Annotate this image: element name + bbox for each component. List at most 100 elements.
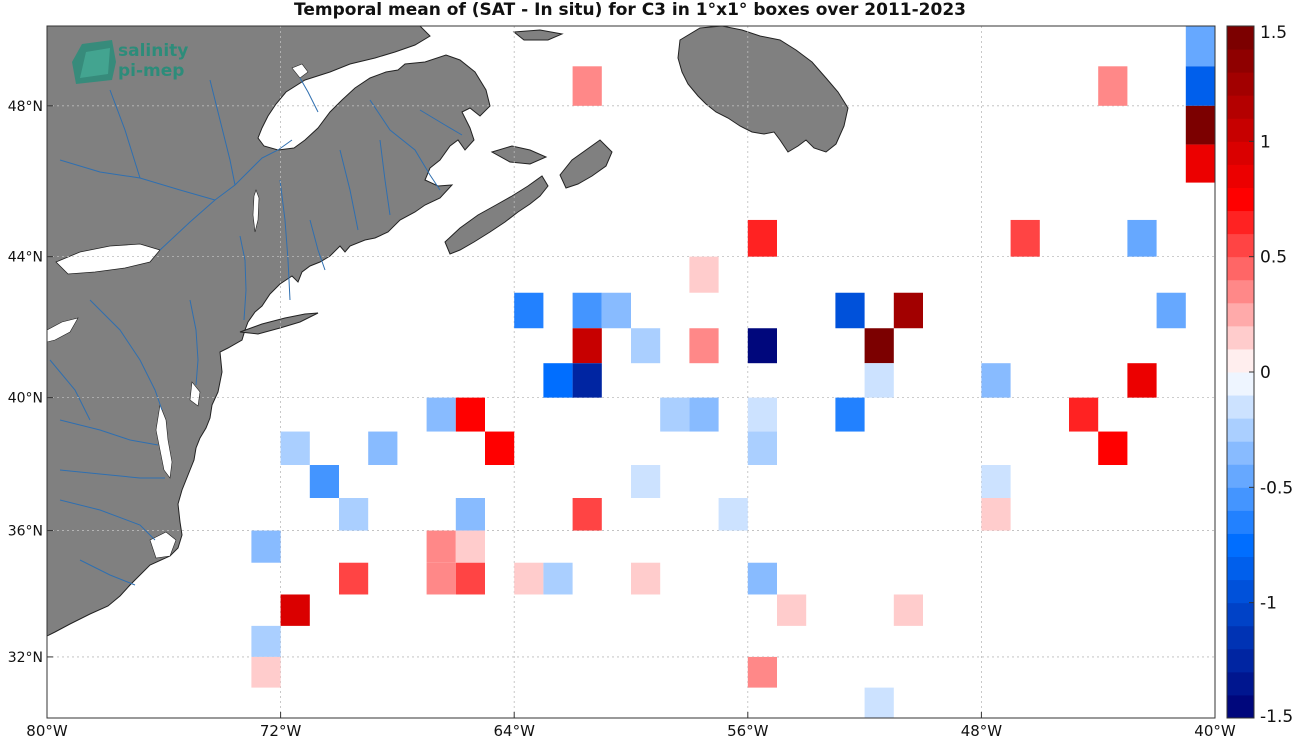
river-kennebec [339,149,359,231]
heatmap-cell [631,562,661,595]
heatmap-cell [864,328,894,364]
heatmap-cell [426,397,456,432]
land-pei [490,145,548,165]
river-penobscot [379,139,391,216]
heatmap-cell [1185,26,1215,67]
heatmap-cell [251,625,281,657]
heatmap-cell [1185,105,1215,145]
heatmap-cell [981,497,1011,531]
heatmap-cell [747,431,777,466]
heatmap-cell [514,562,544,595]
heatmap-cell [1127,363,1157,398]
colorbar-segment [1227,441,1254,465]
heatmap-cell [572,497,602,531]
map-axes: 80°W 72°W 64°W 56°W 48°W 40°W 48°N 44°N 40°N 36°N… [8,99,1236,740]
river-susquehanna [89,299,163,411]
colorbar-segment [1227,141,1254,165]
heatmap-cell [339,497,369,531]
colorbar-segment [1227,418,1254,442]
lake-ontario [55,243,161,275]
salinity-pi-mep-logo: salinity pi-mep [72,40,188,84]
x-tick-label: 72°W [260,722,302,740]
colorbar-segment [1227,395,1254,419]
heatmap-cell [1127,219,1157,257]
colorbar-segment [1227,118,1254,142]
heatmap-cell [747,562,777,595]
heatmap-cell [339,562,369,595]
colorbar-segment [1227,625,1254,650]
heatmap-cell [426,530,456,563]
river-neuse [79,559,136,586]
land-cape-breton [559,139,613,189]
river-hudson [239,235,247,321]
river-miramichi [419,109,463,136]
heatmap-cell [1156,292,1186,329]
delaware-bay [189,381,201,407]
pamlico-sound [149,531,177,559]
x-tick-label: 48°W [961,722,1003,740]
colorbar-segment [1227,325,1254,350]
colorbar-segment [1227,233,1254,258]
heatmap-cell [1010,219,1040,257]
colorbar-segment [1227,302,1254,327]
y-tick-label: 32°N [8,650,43,666]
x-tick-label: 40°W [1194,722,1236,740]
heatmap-cell [631,328,661,364]
colorbar-segment [1227,579,1254,604]
y-tick-label: 40°N [8,391,43,407]
heatmap-cell [747,656,777,688]
colorbar-segment [1227,26,1254,50]
colorbar-segment [1227,187,1254,212]
heatmap-cells [251,26,1215,718]
heatmap-cell [893,292,923,329]
heatmap-cell [368,431,398,466]
colorbar: 1.5 1 0.5 0 -0.5 -1 -1.5 [1226,23,1293,727]
land-newfoundland [677,26,849,153]
heatmap-cell [485,431,515,466]
colorbar-segment [1227,556,1254,581]
y-tick-label: 36°N [8,524,43,540]
heatmap-cell [572,363,602,398]
colorbar-segment [1227,72,1254,96]
heatmap-cell [251,656,281,688]
heatmap-cell [426,562,456,595]
lake-erie-edge [47,317,79,343]
chart-title: Temporal mean of (SAT - In situ) for C3 … [294,0,966,20]
heatmap-cell [864,687,894,718]
logo-line1: salinity [118,41,188,61]
heatmap-cell [689,397,719,432]
heatmap-cell [747,219,777,257]
heatmap-cell [1185,144,1215,183]
heatmap-cell [981,363,1011,398]
land-long-island [239,312,319,335]
river-saguenay [299,77,319,113]
river-james [59,469,165,479]
land-nova-scotia [444,175,549,255]
river-roanoke [59,499,156,541]
river-gatineau [109,89,141,179]
heatmap-cell [543,562,573,595]
heatmap-cell [601,292,631,329]
colorbar-segment [1227,648,1254,673]
colorbar-segment [1227,694,1254,719]
colorbar-segment [1227,348,1254,373]
lakes-layer [47,63,309,559]
river-connecticut [279,179,291,301]
heatmap-cell [1098,431,1128,466]
heatmap-cell [543,363,573,398]
land-layer [47,26,849,637]
heatmap-cell [455,562,485,595]
heatmap-cell [572,328,602,364]
colorbar-segment [1227,487,1254,511]
colorbar-segment [1227,533,1254,558]
heatmap-cell [660,397,690,432]
colorbar-tick-label: -0.5 [1260,478,1293,498]
land-anticosti [512,29,564,41]
heatmap-cell [572,66,602,106]
colorbar-segment [1227,510,1254,534]
heatmap-cell [631,465,661,498]
colorbar-segment [1227,671,1254,696]
river-st-lawrence [159,139,293,251]
heatmap-cell [718,497,748,531]
heatmap-cell [514,292,544,329]
